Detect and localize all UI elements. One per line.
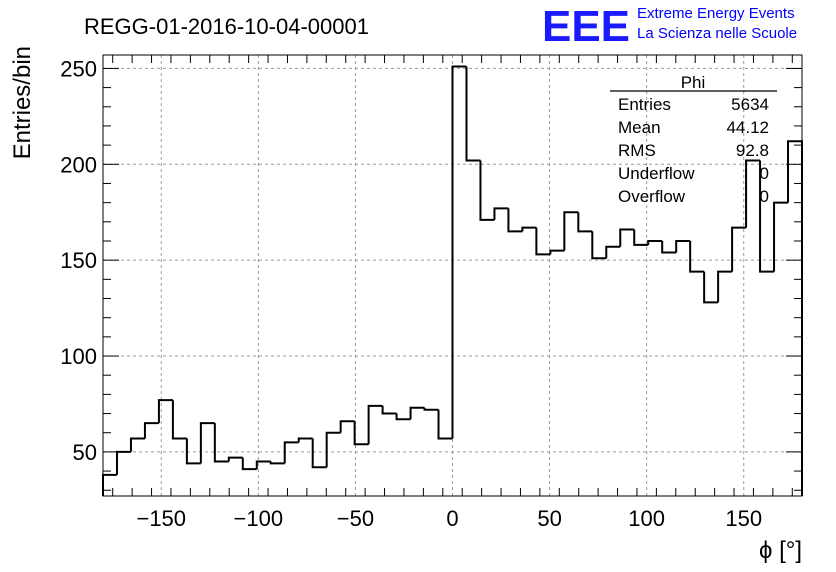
histogram-bin	[717, 270, 733, 303]
stats-label-entries: Entries	[618, 95, 671, 114]
histogram-bin	[451, 65, 467, 439]
x-tick-label: −100	[234, 506, 284, 531]
histogram-bin	[367, 404, 383, 445]
x-tick-labels: −150 −100 −50 0 50 100 150	[136, 506, 762, 531]
stats-value-entries: 5634	[731, 95, 769, 114]
histogram-bin	[619, 228, 635, 247]
histogram-bin	[129, 437, 145, 452]
histogram-bin	[787, 140, 803, 496]
stats-label-rms: RMS	[618, 141, 656, 160]
stats-box: Phi Entries 5634 Mean 44.12 RMS 92.8 Und…	[610, 73, 777, 206]
x-tick-label: 50	[537, 506, 561, 531]
histogram-bin	[773, 201, 789, 272]
histogram-bin	[535, 227, 551, 256]
histogram-bin	[423, 407, 439, 411]
histogram-bin	[157, 399, 173, 424]
histogram-bin	[339, 420, 355, 433]
histogram-bin	[115, 450, 131, 475]
histogram-bin	[283, 441, 299, 464]
histogram-bin	[745, 159, 761, 228]
histogram-bin	[185, 438, 201, 465]
histogram-bin	[633, 229, 649, 246]
histogram-bin	[227, 456, 243, 462]
y-tick-label: 100	[60, 344, 97, 369]
y-tick-label: 200	[60, 152, 97, 177]
y-tick-labels: 50 100 150 200 250	[60, 56, 97, 464]
histogram-bin	[675, 239, 691, 253]
histogram-bin	[353, 421, 369, 446]
histogram-bin	[297, 437, 313, 443]
stats-value-rms: 92.8	[736, 141, 769, 160]
stats-value-overflow: 0	[760, 187, 769, 206]
y-tick-label: 250	[60, 56, 97, 81]
x-tick-label: −150	[136, 506, 186, 531]
histogram-bin	[395, 413, 411, 421]
histogram-bars	[102, 65, 803, 496]
histogram-bin	[507, 208, 523, 233]
plot-title: REGG-01-2016-10-04-00001	[84, 14, 369, 39]
histogram-bin	[102, 473, 117, 496]
histogram-bin	[605, 245, 621, 259]
histogram-bin	[269, 461, 285, 465]
histogram-bin	[465, 66, 481, 162]
histogram-bin	[311, 438, 327, 469]
y-tick-label: 50	[73, 440, 97, 465]
histogram-bin	[255, 460, 271, 470]
histogram-bin	[325, 431, 341, 468]
x-tick-label: 100	[628, 506, 665, 531]
stats-label-underflow: Underflow	[618, 164, 695, 183]
histogram-bin	[703, 271, 719, 304]
histogram-bin	[731, 226, 747, 272]
logo-caption-line2: La Scienza nelle Scuole	[637, 25, 797, 42]
histogram-bin	[647, 239, 663, 245]
x-tick-label: 150	[725, 506, 762, 531]
histogram-bin	[493, 207, 509, 220]
x-tick-label: −50	[337, 506, 374, 531]
logo-mark: EEE	[542, 2, 630, 51]
histogram-bin	[549, 249, 565, 255]
histogram-bin	[521, 226, 537, 232]
logo-caption-line1: Extreme Energy Events	[637, 5, 795, 22]
histogram-bin	[143, 422, 159, 439]
stats-label-mean: Mean	[618, 118, 661, 137]
x-axis-label: ϕ [°]	[759, 537, 802, 564]
histogram-bin	[241, 457, 257, 471]
stats-value-mean: 44.12	[726, 118, 769, 137]
stats-value-underflow: 0	[760, 164, 769, 183]
y-axis-label: Entries/bin	[9, 46, 36, 159]
eee-logo: EEE Extreme Energy Events La Scienza nel…	[542, 2, 797, 51]
axis-ticks	[103, 55, 802, 496]
x-tick-label: 0	[446, 506, 458, 531]
histogram-bin	[381, 405, 397, 415]
histogram-bin	[213, 423, 229, 463]
histogram-bin	[437, 409, 453, 440]
histogram-bin	[577, 212, 593, 233]
histogram-bin	[759, 160, 775, 273]
histogram-bin	[661, 240, 677, 254]
y-tick-label: 150	[60, 248, 97, 273]
histogram-bin	[409, 406, 425, 420]
plot-frame	[102, 54, 803, 497]
histogram-bin	[689, 240, 705, 273]
histogram-bin	[199, 422, 215, 464]
histogram-bin	[479, 160, 495, 221]
histogram-bin	[563, 211, 579, 251]
stats-header: Phi	[681, 73, 706, 92]
histogram-bin	[591, 231, 607, 260]
histogram-bin	[171, 400, 187, 440]
stats-label-overflow: Overflow	[618, 187, 686, 206]
